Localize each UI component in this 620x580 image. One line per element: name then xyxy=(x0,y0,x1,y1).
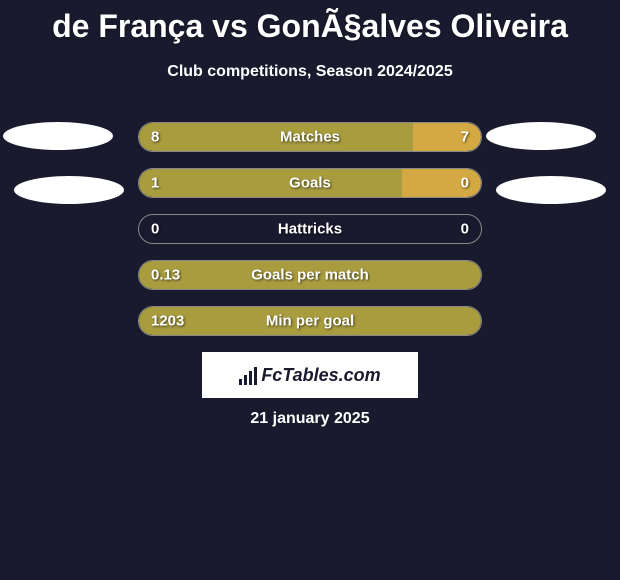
stat-fill-left xyxy=(139,123,413,151)
stat-value-right: 0 xyxy=(461,175,469,192)
stat-row: 1203 Min per goal xyxy=(138,306,482,336)
player-right-ellipse-1 xyxy=(486,122,596,150)
stat-fill-right xyxy=(402,169,481,197)
stat-row: 8 7 Matches xyxy=(138,122,482,152)
stat-value-left: 0.13 xyxy=(151,267,180,284)
stat-value-right: 7 xyxy=(461,129,469,146)
stat-row: 0.13 Goals per match xyxy=(138,260,482,290)
player-left-ellipse-1 xyxy=(3,122,113,150)
subtitle: Club competitions, Season 2024/2025 xyxy=(0,63,620,81)
stat-row: 0 0 Hattricks xyxy=(138,214,482,244)
stat-label: Min per goal xyxy=(266,313,354,330)
stat-row: 1 0 Goals xyxy=(138,168,482,198)
stat-fill-right xyxy=(413,123,481,151)
stat-label: Goals per match xyxy=(251,267,369,284)
chart-icon xyxy=(239,365,257,385)
stat-value-right: 0 xyxy=(461,221,469,238)
stat-label: Hattricks xyxy=(278,221,342,238)
stat-label: Matches xyxy=(280,129,340,146)
stat-label: Goals xyxy=(289,175,331,192)
stat-value-left: 8 xyxy=(151,129,159,146)
date-label: 21 january 2025 xyxy=(250,410,369,428)
stat-value-left: 1203 xyxy=(151,313,184,330)
logo-text: FcTables.com xyxy=(261,365,380,386)
stat-value-left: 0 xyxy=(151,221,159,238)
player-left-ellipse-2 xyxy=(14,176,124,204)
stat-fill-left xyxy=(139,169,402,197)
player-right-ellipse-2 xyxy=(496,176,606,204)
stat-value-left: 1 xyxy=(151,175,159,192)
site-logo: FcTables.com xyxy=(202,352,418,398)
stats-container: 8 7 Matches 1 0 Goals 0 0 Hattricks 0.13 Goals per… xyxy=(138,122,482,352)
page-title: de França vs GonÃ§alves Oliveira xyxy=(0,0,620,45)
